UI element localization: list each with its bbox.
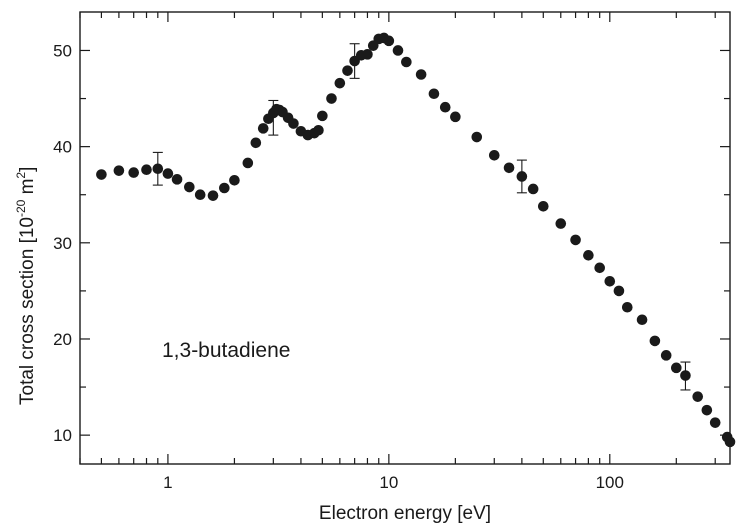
data-point: [471, 131, 483, 143]
data-point: [250, 137, 262, 149]
data-point: [326, 93, 337, 104]
data-point: [415, 69, 427, 80]
y-tick-label: 50: [53, 41, 72, 60]
y-tick-label: 10: [53, 426, 72, 445]
data-point: [594, 262, 605, 274]
data-point: [392, 45, 404, 56]
data-point: [604, 275, 616, 287]
y-axis-title-exp: -20: [14, 199, 28, 217]
data-point: [401, 56, 412, 68]
data-point: [583, 250, 594, 261]
data-point: [692, 391, 704, 402]
annotation-label: 1,3-butadiene: [162, 339, 290, 362]
data-point: [194, 189, 206, 201]
data-point: [383, 35, 395, 47]
data-point: [709, 417, 721, 428]
data-point: [701, 404, 713, 416]
data-point: [503, 162, 515, 174]
y-tick-label: 40: [53, 138, 72, 157]
data-point: [113, 165, 125, 176]
data-point: [671, 362, 682, 374]
x-tick-label: 10: [379, 473, 398, 492]
data-point: [162, 168, 174, 179]
plot-frame: [79, 11, 731, 465]
data-point: [450, 111, 461, 123]
data-point: [537, 200, 549, 212]
y-axis-title-unit: m: [17, 179, 38, 200]
data-point: [516, 171, 528, 182]
data-point: [317, 110, 328, 122]
data-point: [621, 301, 633, 313]
data-point: [555, 218, 567, 229]
data-point: [439, 101, 451, 113]
data-point: [636, 314, 648, 326]
y-axis-title-unit-exp: 2: [14, 172, 28, 179]
data-points: [96, 32, 736, 448]
tick-labels: 1 10 100 10 20 30 40 50: [53, 41, 624, 492]
data-point: [680, 370, 691, 381]
y-axis-title-main: Total cross section [10: [17, 217, 38, 405]
data-point: [96, 169, 107, 180]
data-point: [428, 88, 440, 100]
data-point: [649, 335, 661, 347]
data-point: [313, 124, 324, 136]
data-point: [257, 123, 269, 134]
data-point: [570, 234, 581, 246]
data-point: [128, 167, 139, 178]
data-point: [171, 174, 183, 185]
data-point: [527, 183, 539, 195]
y-tick-label: 30: [53, 234, 72, 253]
y-tick-label: 20: [53, 330, 72, 349]
data-point: [288, 118, 299, 129]
data-point: [242, 157, 254, 169]
data-point: [362, 49, 373, 60]
data-point: [660, 350, 672, 361]
data-point: [229, 174, 240, 186]
data-point: [184, 181, 195, 193]
x-axis-title: Electron energy [eV]: [319, 503, 491, 524]
data-point: [724, 436, 736, 448]
data-point: [219, 182, 230, 194]
axis-ticks: [79, 12, 730, 464]
data-point: [141, 164, 152, 176]
x-tick-label: 100: [596, 473, 624, 492]
data-point: [488, 149, 500, 161]
y-axis-title-close: ]: [17, 167, 38, 172]
data-point: [334, 77, 346, 89]
data-point: [152, 163, 164, 175]
x-tick-label: 1: [163, 473, 172, 492]
data-point: [342, 65, 353, 76]
data-point: [613, 285, 625, 297]
y-axis-title: Total cross section [10-20 m2]: [14, 167, 38, 405]
data-point: [207, 190, 219, 201]
